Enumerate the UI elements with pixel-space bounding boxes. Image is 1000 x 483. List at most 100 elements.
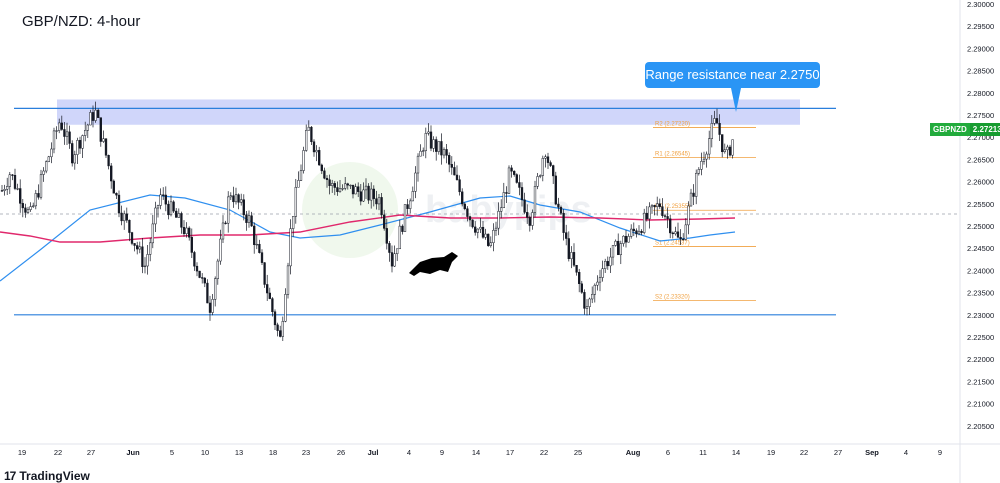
candle-body: [656, 203, 659, 207]
candle-body: [151, 223, 154, 244]
candle-body: [6, 186, 9, 190]
candle-body: [700, 161, 703, 170]
candle-body: [705, 153, 708, 160]
pivot-label: S1 (2.24537): [655, 241, 690, 247]
candle-body: [177, 213, 180, 218]
candle-body: [47, 156, 50, 162]
candle-body: [632, 228, 635, 231]
time-tick-label: 10: [201, 448, 209, 457]
candle-body: [643, 212, 646, 233]
candle-body: [185, 227, 188, 235]
candle-body: [195, 265, 199, 272]
candle-body: [94, 109, 97, 121]
candle-body: [149, 242, 152, 255]
symbol-price-badge: GBPNZD 2.27213: [930, 123, 1000, 136]
candle-body: [188, 227, 191, 238]
pivot-label: R2 (2.27220): [655, 121, 690, 127]
candle-body: [554, 175, 557, 205]
candle-body: [138, 246, 141, 250]
candle-body: [344, 183, 347, 189]
candle-body: [180, 213, 183, 228]
candle-body: [370, 188, 373, 201]
pivot-label: R1 (2.26545): [655, 151, 690, 157]
candle-body: [388, 243, 391, 253]
candle-body: [110, 165, 113, 182]
candle-body: [471, 219, 474, 228]
candle-body: [461, 191, 464, 205]
candle-body: [440, 141, 443, 156]
candle-body: [445, 149, 448, 156]
candle-body: [169, 201, 173, 216]
symbol-label: GBPNZD: [930, 123, 970, 136]
price-axis[interactable]: 2.30000 2.29500 2.29000 2.28500 2.28000 2.275…: [959, 0, 994, 483]
candle-body: [156, 205, 160, 209]
candle-body: [635, 230, 638, 235]
candle-body: [624, 235, 628, 243]
candle-body: [130, 232, 134, 244]
price-tick-label: 2.22500: [967, 333, 994, 342]
price-tick-label: 2.23000: [967, 311, 994, 320]
candle-body: [21, 203, 24, 209]
price-tick-label: 2.27500: [967, 111, 994, 120]
candle-body: [315, 150, 318, 153]
candle-body: [224, 222, 227, 225]
candle-body: [671, 232, 674, 235]
candle-body: [211, 299, 214, 313]
candle-body: [203, 277, 206, 284]
candle-body: [281, 321, 284, 337]
candle-body: [723, 149, 726, 153]
candle-body: [286, 265, 290, 295]
candle-body: [396, 248, 399, 254]
candle-body: [450, 164, 453, 168]
candle-body: [232, 195, 235, 203]
candle-body: [487, 233, 490, 246]
price-tick-label: 2.29000: [967, 44, 994, 53]
candle-body: [536, 176, 539, 187]
candle-body: [271, 298, 274, 312]
time-tick-label: 14: [732, 448, 740, 457]
candles-layer[interactable]: [0, 101, 734, 341]
candle-body: [260, 252, 264, 263]
candle-body: [697, 169, 700, 174]
candle-body: [539, 175, 542, 177]
pivot-label: S2 (2.23320): [655, 295, 690, 301]
candle-body: [557, 203, 560, 208]
time-axis[interactable]: 19 22 27 Jun 5 10 13 18 23 26 Jul 4 9 14 17 22 25 Aug 6 11 1…: [0, 443, 1000, 457]
candle-body: [453, 167, 456, 176]
price-tick-label: 2.21000: [967, 400, 994, 409]
candle-body: [266, 284, 269, 294]
candle-body: [372, 188, 375, 199]
candle-body: [154, 207, 157, 225]
pivot-levels-layer: R2 (2.27220) R1 (2.26545) PP (2.25355) S1 (…: [653, 121, 756, 301]
candle-body: [367, 185, 370, 201]
time-tick-label: 22: [540, 448, 548, 457]
candle-body: [289, 228, 292, 267]
candle-body: [692, 192, 695, 197]
candle-body: [713, 118, 716, 124]
candle-body: [523, 199, 526, 213]
price-tick-label: 2.26000: [967, 178, 994, 187]
chart-title: GBP/NZD: 4-hour: [22, 13, 141, 30]
candle-body: [580, 283, 583, 293]
candle-body: [588, 298, 591, 307]
candle-body: [674, 231, 677, 235]
tradingview-logo[interactable]: 17 TradingView: [4, 469, 90, 483]
candle-body: [684, 224, 687, 240]
resistance-zone: [57, 99, 800, 125]
range-lines-layer: [0, 107, 960, 316]
candle-body: [648, 206, 651, 220]
candle-body: [546, 156, 550, 163]
candle-body: [455, 174, 459, 180]
candle-body: [133, 243, 136, 246]
candle-body: [505, 192, 508, 194]
candle-body: [695, 173, 698, 197]
time-tick-label: 11: [699, 448, 707, 457]
candle-body: [159, 194, 162, 206]
candle-body: [351, 184, 355, 195]
candle-body: [598, 277, 602, 283]
candle-body: [583, 292, 586, 309]
candle-body: [227, 196, 230, 224]
candle-body: [146, 254, 149, 267]
resistance-zone-layer: [57, 99, 800, 125]
